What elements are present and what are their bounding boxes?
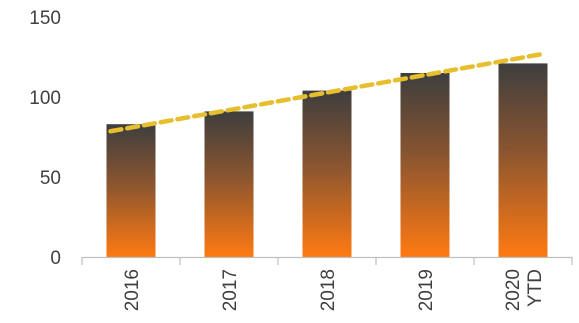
x-tick-label: 2018 — [318, 269, 339, 311]
y-tick-label: 50 — [40, 168, 61, 189]
bar — [106, 124, 156, 257]
bar — [400, 73, 450, 257]
x-tick-label: 2020 YTD — [503, 269, 546, 311]
bars — [106, 63, 548, 258]
x-tick-label: 2019 — [416, 269, 437, 311]
y-tick-label: 100 — [29, 88, 61, 109]
trendline — [108, 51, 546, 134]
trendline-line — [108, 51, 546, 134]
x-tick-label-line: 2018 — [318, 269, 339, 311]
x-axis — [81, 256, 573, 265]
y-axis-ticks: 0 50 100 150 — [29, 8, 61, 269]
x-tick-label-line: 2017 — [220, 269, 241, 311]
x-tick-label-line: 2020 — [503, 269, 524, 311]
x-tick-label-line: YTD — [525, 269, 546, 307]
y-tick-label: 0 — [50, 248, 61, 269]
x-tick-label: 2016 — [122, 269, 143, 311]
y-tick-label: 150 — [29, 8, 61, 29]
bar — [204, 111, 254, 258]
x-axis-ticks: 2016 2017 2018 2019 2020 YTD — [122, 269, 546, 311]
bar — [302, 90, 352, 257]
x-tick-label-line: 2019 — [416, 269, 437, 311]
x-tick-label: 2017 — [220, 269, 241, 311]
x-tick-label-line: 2016 — [122, 269, 143, 311]
bar — [498, 63, 548, 258]
